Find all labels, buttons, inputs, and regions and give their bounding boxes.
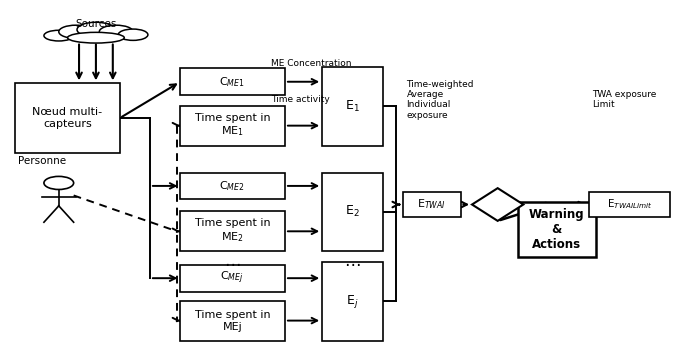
Ellipse shape: [118, 29, 148, 40]
Ellipse shape: [99, 25, 133, 38]
Text: Time spent in
ME$_1$: Time spent in ME$_1$: [195, 113, 270, 138]
Text: ⋯: ⋯: [224, 256, 241, 274]
FancyBboxPatch shape: [180, 173, 285, 199]
Text: Time activity: Time activity: [271, 95, 330, 104]
Ellipse shape: [44, 30, 74, 41]
Text: ⋯: ⋯: [344, 256, 361, 274]
FancyBboxPatch shape: [322, 262, 383, 341]
FancyBboxPatch shape: [180, 265, 285, 292]
FancyBboxPatch shape: [322, 67, 383, 146]
Text: Time spent in
ME$_2$: Time spent in ME$_2$: [195, 218, 270, 244]
Text: C$_{ME2}$: C$_{ME2}$: [220, 179, 245, 193]
Text: E$_2$: E$_2$: [345, 204, 360, 219]
FancyBboxPatch shape: [15, 83, 119, 153]
Text: E$_{TWAI}$: E$_{TWAI}$: [417, 198, 446, 211]
FancyBboxPatch shape: [180, 300, 285, 341]
Text: E$_{TWAI Limit}$: E$_{TWAI Limit}$: [607, 198, 652, 211]
Ellipse shape: [77, 22, 115, 37]
Text: Sources: Sources: [75, 19, 117, 29]
Text: C$_{ME1}$: C$_{ME1}$: [220, 75, 245, 89]
Circle shape: [44, 177, 74, 190]
Ellipse shape: [59, 25, 92, 38]
Text: E$_1$: E$_1$: [345, 99, 360, 114]
Text: Personne: Personne: [18, 155, 66, 166]
Text: Warning
&
Actions: Warning & Actions: [529, 208, 584, 251]
Text: Nœud multi-
capteurs: Nœud multi- capteurs: [33, 107, 102, 129]
Text: C$_{MEj}$: C$_{MEj}$: [220, 270, 244, 286]
FancyBboxPatch shape: [589, 192, 670, 217]
FancyBboxPatch shape: [180, 106, 285, 146]
Text: E$_j$: E$_j$: [346, 293, 359, 310]
Text: Time-weighted
Average
Individual
exposure: Time-weighted Average Individual exposur…: [407, 80, 474, 120]
Ellipse shape: [68, 32, 124, 43]
Text: TWA exposure
Limit: TWA exposure Limit: [592, 90, 656, 109]
FancyBboxPatch shape: [180, 211, 285, 251]
FancyBboxPatch shape: [180, 68, 285, 95]
FancyBboxPatch shape: [403, 192, 460, 217]
FancyBboxPatch shape: [322, 173, 383, 251]
Text: ME Concentration: ME Concentration: [271, 59, 352, 68]
Text: Time spent in
MEj: Time spent in MEj: [195, 310, 270, 332]
FancyBboxPatch shape: [518, 202, 595, 257]
Polygon shape: [472, 188, 523, 221]
